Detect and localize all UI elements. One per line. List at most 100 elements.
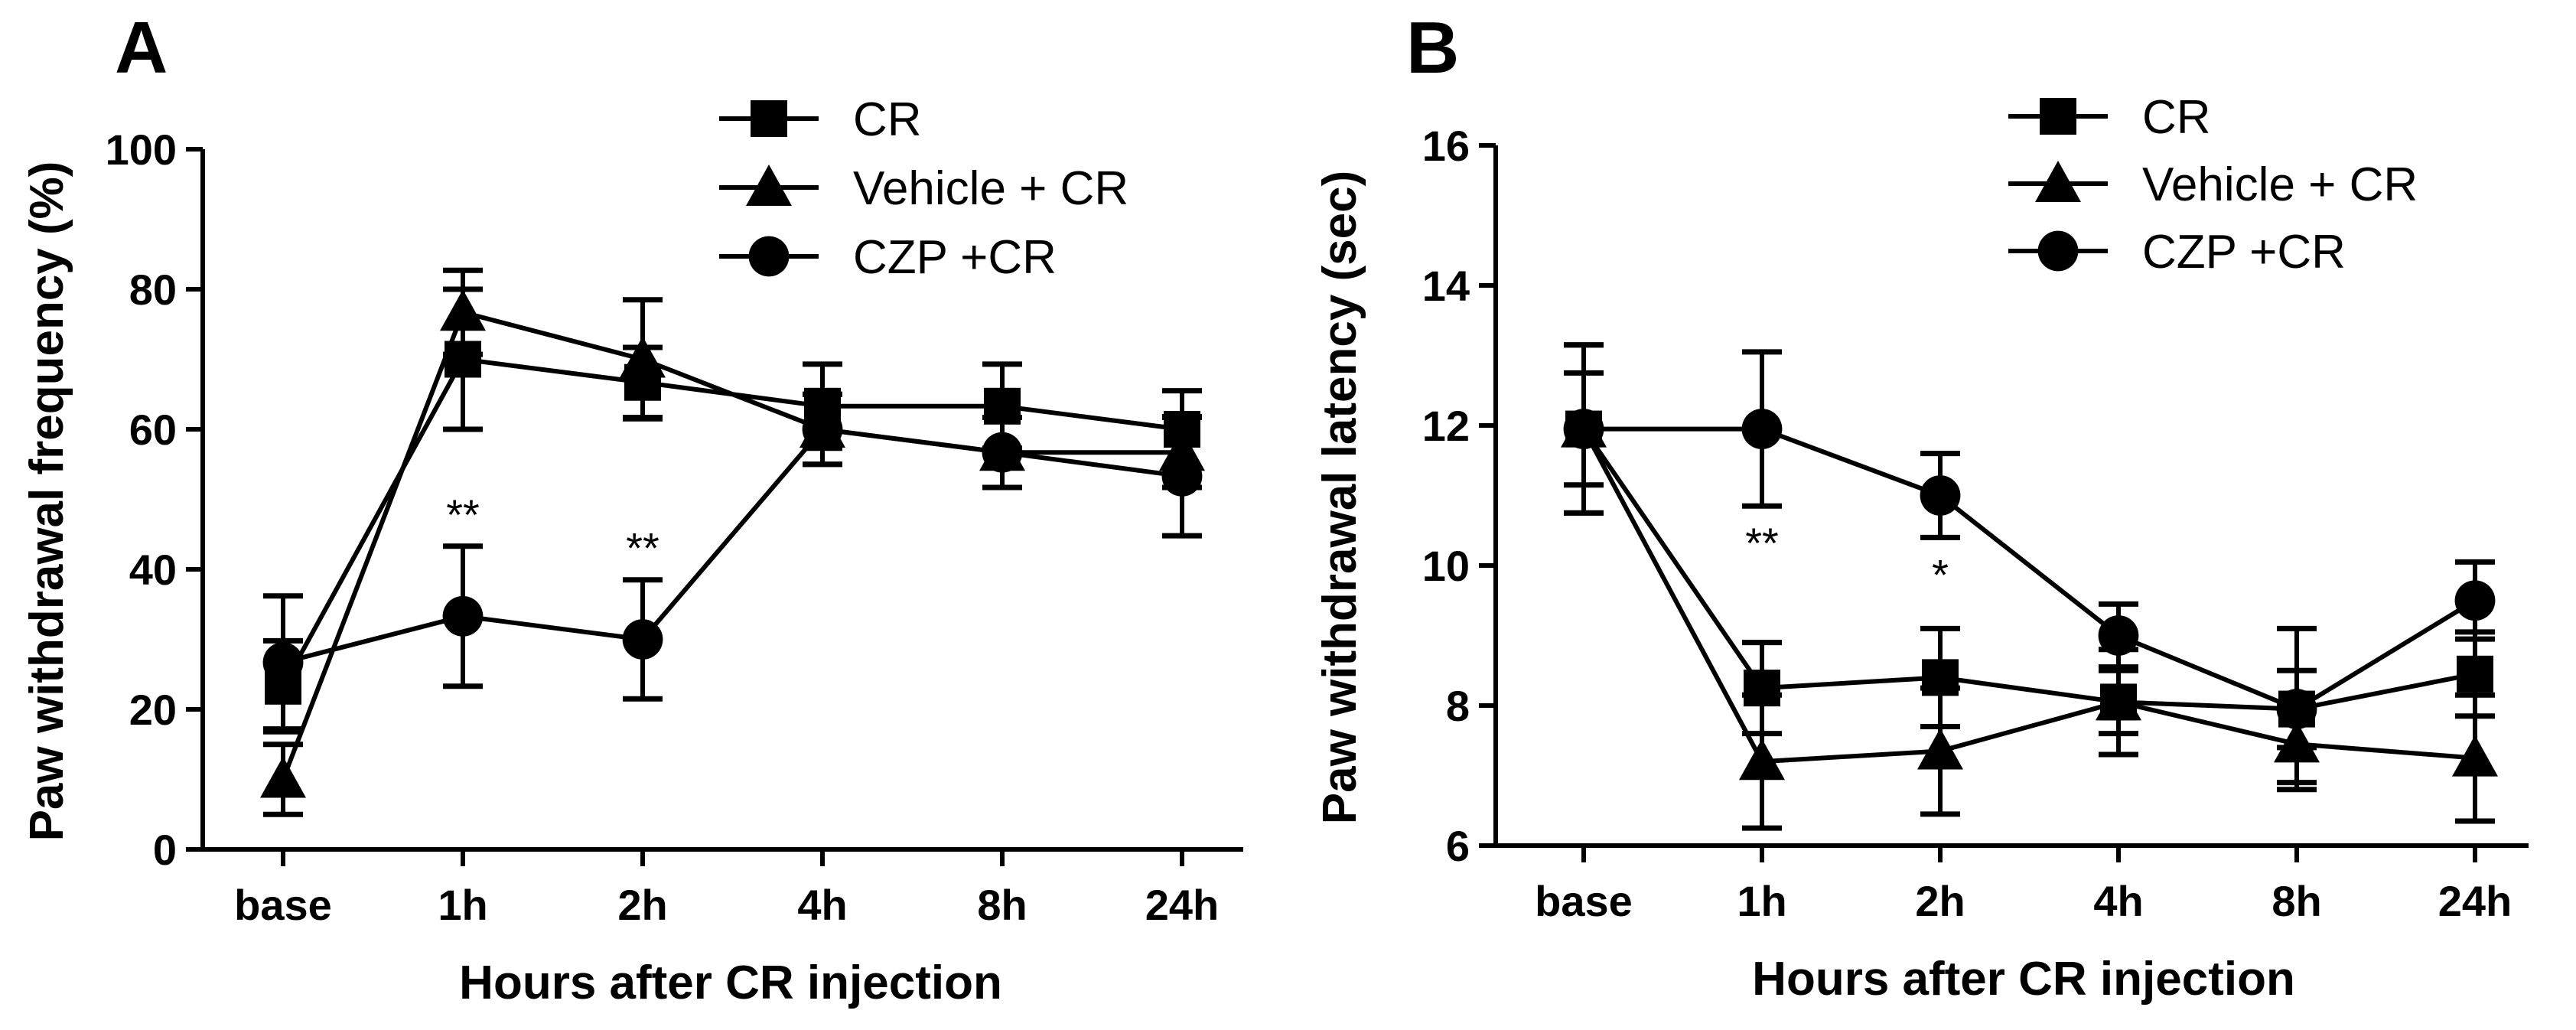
circle-marker <box>622 619 663 660</box>
significance-label: ** <box>446 491 480 539</box>
data-point <box>2096 679 2141 721</box>
y-tick-label: 12 <box>1422 402 1470 450</box>
x-tick-label: 8h <box>977 881 1027 929</box>
series-line <box>1584 426 2477 712</box>
triangle-marker <box>1739 738 1785 781</box>
legend-label: Vehicle + CR <box>853 162 1128 215</box>
significance-label: * <box>1932 550 1949 598</box>
legend-item: CZP +CR <box>719 231 1057 284</box>
legend: CR Vehicle + CR CZP +CR <box>719 93 1128 284</box>
data-point <box>2454 580 2496 621</box>
y-tick-label: 40 <box>129 546 177 594</box>
panel-letter: A <box>115 7 168 89</box>
triangle-marker <box>620 336 666 378</box>
legend-item: Vehicle + CR <box>719 162 1128 215</box>
legend-circle-marker <box>2008 230 2108 272</box>
panel-b: B Paw withdrawal latency (sec) Hours aft… <box>1314 7 2529 1006</box>
circle-marker <box>1920 475 1961 516</box>
data-point <box>622 619 663 660</box>
x-tick-label: 1h <box>1737 877 1786 925</box>
circle-marker <box>1563 409 1604 449</box>
panel-letter: B <box>1406 7 1459 89</box>
legend-item: CZP +CR <box>2008 226 2346 279</box>
y-tick-label: 100 <box>106 125 177 174</box>
significance-label: ** <box>626 524 659 572</box>
data-point <box>2452 735 2498 777</box>
y-axis-title: Paw withdrawal latency (sec) <box>1314 171 1366 825</box>
y-tick-label: 16 <box>1422 122 1470 170</box>
circle-marker <box>1741 409 1783 449</box>
legend-item: CR <box>2008 91 2211 144</box>
legend-item: CR <box>719 93 922 146</box>
square-marker <box>2040 98 2076 135</box>
y-tick-label: 80 <box>129 266 177 314</box>
square-marker <box>2457 655 2493 693</box>
legend: CR Vehicle + CR CZP +CR <box>2008 91 2418 279</box>
series-line <box>1581 427 2476 712</box>
legend-label: CZP +CR <box>2142 226 2346 279</box>
series-line <box>1581 428 2476 764</box>
series-line <box>281 310 1182 781</box>
plot-area: 0 20 40 60 80 100 base 1h 2h 4h 8h 24h ** ** <box>106 125 1243 929</box>
data-point <box>440 289 486 331</box>
x-tick-label: 2h <box>1915 877 1965 925</box>
series-circle <box>262 391 1203 732</box>
triangle-marker <box>2096 679 2141 721</box>
y-tick-label: 20 <box>129 686 177 734</box>
legend-triangle-marker <box>719 165 819 206</box>
x-tick-label: 4h <box>2093 877 2143 925</box>
series-circle <box>1563 342 2496 793</box>
triangle-marker <box>260 756 306 798</box>
legend-label: Vehicle + CR <box>2142 158 2418 211</box>
series-triangle <box>260 267 1205 817</box>
data-point <box>620 336 666 378</box>
circle-marker <box>802 409 843 450</box>
x-tick-label: 8h <box>2272 877 2321 925</box>
series-line <box>281 357 1183 688</box>
circle-marker <box>2037 230 2079 272</box>
legend-triangle-marker <box>2008 161 2108 202</box>
legend-label: CR <box>853 93 922 146</box>
data-point <box>1161 455 1203 497</box>
data-point <box>1563 409 1604 449</box>
legend-square-marker <box>719 100 819 137</box>
circle-marker <box>2454 580 2496 621</box>
data-point <box>982 432 1023 473</box>
triangle-marker <box>440 289 486 331</box>
data-point <box>1741 409 1783 449</box>
circle-marker <box>262 642 304 683</box>
data-point <box>1917 728 1963 770</box>
x-tick-label: 24h <box>2438 877 2512 925</box>
legend-label: CR <box>2142 91 2211 144</box>
data-point <box>260 756 306 798</box>
circle-marker <box>2098 615 2139 656</box>
square-marker <box>751 100 787 137</box>
x-axis-title: Hours after CR injection <box>459 957 1002 1009</box>
y-tick-label: 6 <box>1446 822 1470 870</box>
circle-marker <box>442 595 484 637</box>
x-tick-label: 4h <box>797 881 847 929</box>
y-axis-title: Paw withdrawal frequency (%) <box>21 161 73 842</box>
data-point <box>2276 689 2317 729</box>
x-tick-label: 2h <box>617 881 667 929</box>
y-tick-label: 0 <box>153 826 177 874</box>
triangle-marker <box>1917 728 1963 770</box>
y-tick-label: 8 <box>1446 682 1470 730</box>
data-point <box>2457 655 2493 693</box>
y-tick-label: 60 <box>129 406 177 454</box>
y-tick-label: 10 <box>1422 542 1470 590</box>
circle-marker <box>982 432 1023 473</box>
circle-marker <box>2276 689 2317 729</box>
x-tick-label: 24h <box>1145 881 1220 929</box>
x-tick-label: base <box>1535 877 1633 925</box>
triangle-marker <box>746 165 792 206</box>
legend-circle-marker <box>719 236 819 277</box>
legend-item: Vehicle + CR <box>2008 158 2418 211</box>
series-square <box>263 286 1202 735</box>
circle-marker <box>1161 455 1203 497</box>
data-point <box>802 409 843 450</box>
x-tick-label: 1h <box>438 881 487 929</box>
